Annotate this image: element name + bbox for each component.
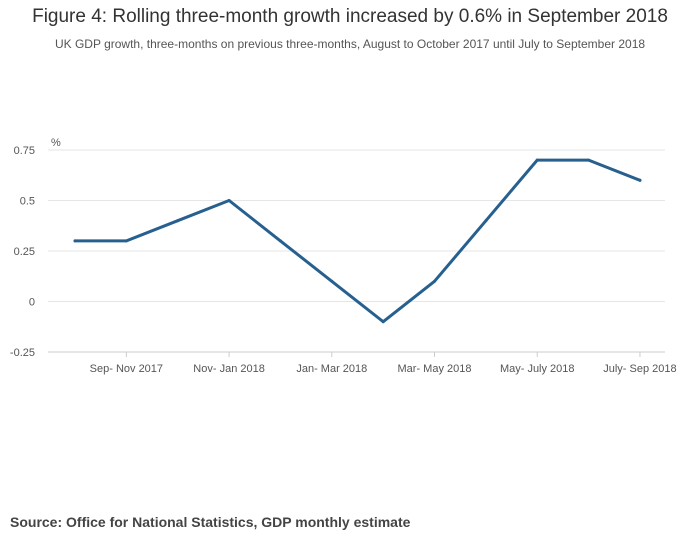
- chart-title: Figure 4: Rolling three-month growth inc…: [32, 6, 668, 27]
- x-tick-label: Nov- Jan 2018: [193, 363, 265, 375]
- x-tick-label: Sep- Nov 2017: [90, 363, 163, 375]
- source-note: Source: Office for National Statistics, …: [10, 514, 411, 530]
- x-tick-label: Mar- May 2018: [398, 363, 472, 375]
- y-tick-label: 0.25: [14, 246, 35, 258]
- data-point: [278, 239, 282, 243]
- data-point: [124, 239, 128, 243]
- data-point: [381, 320, 385, 324]
- data-point: [73, 239, 77, 243]
- data-point: [176, 219, 180, 223]
- x-tick-label: Jan- Mar 2018: [296, 363, 367, 375]
- y-tick-label: 0.5: [20, 196, 35, 208]
- data-point: [638, 178, 642, 182]
- y-tick-label: 0: [29, 297, 35, 309]
- x-tick-label: May- July 2018: [500, 363, 575, 375]
- data-point: [227, 199, 231, 202]
- y-tick-label: -0.25: [10, 347, 35, 359]
- chart-subtitle: UK GDP growth, three-months on previous …: [54, 37, 646, 51]
- data-point: [484, 219, 488, 223]
- y-tick-label: 0.75: [14, 145, 35, 157]
- y-axis-unit-label: %: [51, 137, 61, 149]
- data-point: [330, 279, 334, 283]
- data-point: [535, 158, 539, 162]
- data-point: [433, 279, 437, 283]
- series-line: [73, 158, 642, 324]
- x-tick-label: July- Sep 2018: [603, 363, 676, 375]
- data-point: [587, 158, 591, 162]
